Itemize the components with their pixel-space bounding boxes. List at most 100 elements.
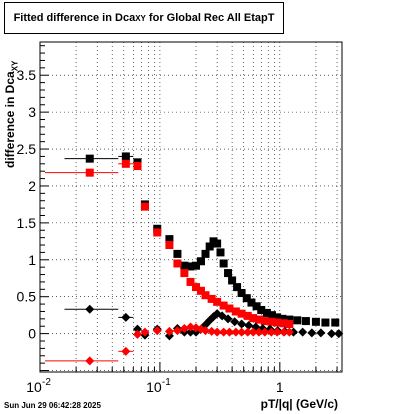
data-point-diamond: [260, 327, 270, 337]
data-point-square: [331, 318, 340, 327]
data-point-diamond: [186, 322, 196, 332]
data-point-diamond: [121, 312, 131, 322]
data-point-square: [267, 311, 276, 320]
x-tick-label: 1: [276, 379, 284, 395]
data-point-diamond: [272, 327, 282, 337]
data-point-diamond: [279, 327, 289, 337]
data-point-square: [85, 168, 94, 177]
data-point-diamond: [284, 327, 294, 337]
y-tick-label: 3: [28, 104, 36, 120]
data-point-square: [205, 242, 214, 251]
x-tick-label: 10: [146, 379, 162, 395]
data-point-square: [252, 302, 261, 311]
y-tick-label: 0.5: [17, 289, 37, 305]
data-point-square: [186, 262, 195, 271]
data-point-square: [219, 301, 228, 310]
data-point-square: [293, 316, 302, 325]
data-point-square: [231, 307, 240, 316]
data-point-square: [213, 239, 222, 248]
data-point-square: [279, 319, 288, 328]
data-point-square: [224, 269, 233, 278]
data-point-square: [133, 162, 142, 171]
data-point-square: [321, 318, 330, 327]
data-point-square: [243, 311, 252, 320]
data-point-square: [260, 317, 269, 326]
data-point-diamond: [85, 304, 95, 314]
data-point-square: [196, 257, 205, 266]
data-point-square: [213, 297, 222, 306]
data-point-square: [192, 261, 201, 270]
data-point-square: [153, 228, 162, 237]
data-point-diamond: [132, 324, 142, 334]
title-subscript: XY: [135, 13, 146, 23]
data-point-square: [311, 317, 320, 326]
data-point-square: [165, 241, 174, 250]
data-point-diamond: [231, 327, 241, 337]
data-point-diamond: [186, 327, 196, 337]
data-point-square: [233, 283, 242, 292]
x-tick-exponent: -1: [162, 377, 171, 388]
data-point-square: [207, 294, 216, 303]
data-point-diamond: [237, 327, 247, 337]
data-point-square: [180, 261, 189, 270]
data-point-square: [140, 202, 149, 211]
y-tick-label: 2.5: [17, 141, 37, 157]
data-point-square: [219, 259, 228, 268]
y-tick-label: 2: [28, 178, 36, 194]
data-point-square: [121, 159, 130, 168]
x-error-bars: [44, 155, 134, 362]
data-point-diamond: [212, 327, 222, 337]
data-point-diamond: [223, 314, 233, 324]
data-point-square: [180, 269, 189, 278]
data-point-square: [267, 317, 276, 326]
data-point-square: [249, 314, 258, 323]
data-point-square: [225, 304, 234, 313]
data-point-square: [254, 315, 263, 324]
data-point-diamond: [132, 329, 142, 339]
data-point-diamond: [307, 328, 317, 338]
y-tick-label: 0: [28, 326, 36, 342]
datestamp: Sun Jun 29 06:42:28 2025: [4, 401, 101, 410]
data-point-square: [201, 291, 210, 300]
data-point-square: [257, 305, 266, 314]
y-tick-label: 1: [28, 252, 36, 268]
data-point-diamond: [243, 327, 253, 337]
axes: 00.511.522.533.510 -2 10 -1 1: [17, 45, 338, 395]
data-point-diamond: [244, 320, 254, 330]
data-point-square: [186, 277, 195, 286]
data-point-square: [165, 235, 174, 244]
data-point-diamond: [266, 327, 276, 337]
data-point-diamond: [207, 326, 217, 336]
data-point-diamond: [334, 329, 344, 339]
data-point-square: [216, 248, 225, 257]
data-point-square: [201, 249, 210, 258]
data-point-diamond: [230, 317, 240, 327]
data-point-diamond: [237, 319, 247, 329]
data-point-diamond: [298, 327, 308, 337]
data-point-diamond: [152, 326, 162, 336]
data-point-diamond: [201, 326, 211, 336]
title-tail: for Global Rec All EtapT: [145, 12, 275, 24]
data-point-square: [273, 313, 282, 322]
data-point-square: [192, 283, 201, 292]
data-point-square: [285, 315, 294, 324]
data-point-diamond: [224, 327, 234, 337]
x-tick-exponent: -2: [42, 377, 51, 388]
data-point-diamond: [219, 327, 229, 337]
data-point-square: [237, 289, 246, 298]
data-point-diamond: [172, 326, 182, 336]
data-point-square: [173, 259, 182, 268]
data-point-square: [273, 318, 282, 327]
data-markers: [85, 152, 344, 366]
chart-title: Fitted difference in Dca XY for Global Re…: [4, 2, 284, 34]
x-axis-label: pT/|q| (GeV/c): [260, 397, 338, 411]
y-tick-label: 1.5: [17, 215, 37, 231]
title-main: Fitted difference in Dca: [13, 12, 136, 24]
data-point-diamond: [121, 346, 131, 356]
data-point-square: [196, 286, 205, 295]
data-point-square: [301, 317, 310, 326]
data-point-square: [173, 249, 182, 258]
data-point-diamond: [327, 329, 337, 339]
y-tick-label: 3.5: [17, 67, 37, 83]
data-point-square: [237, 309, 246, 318]
